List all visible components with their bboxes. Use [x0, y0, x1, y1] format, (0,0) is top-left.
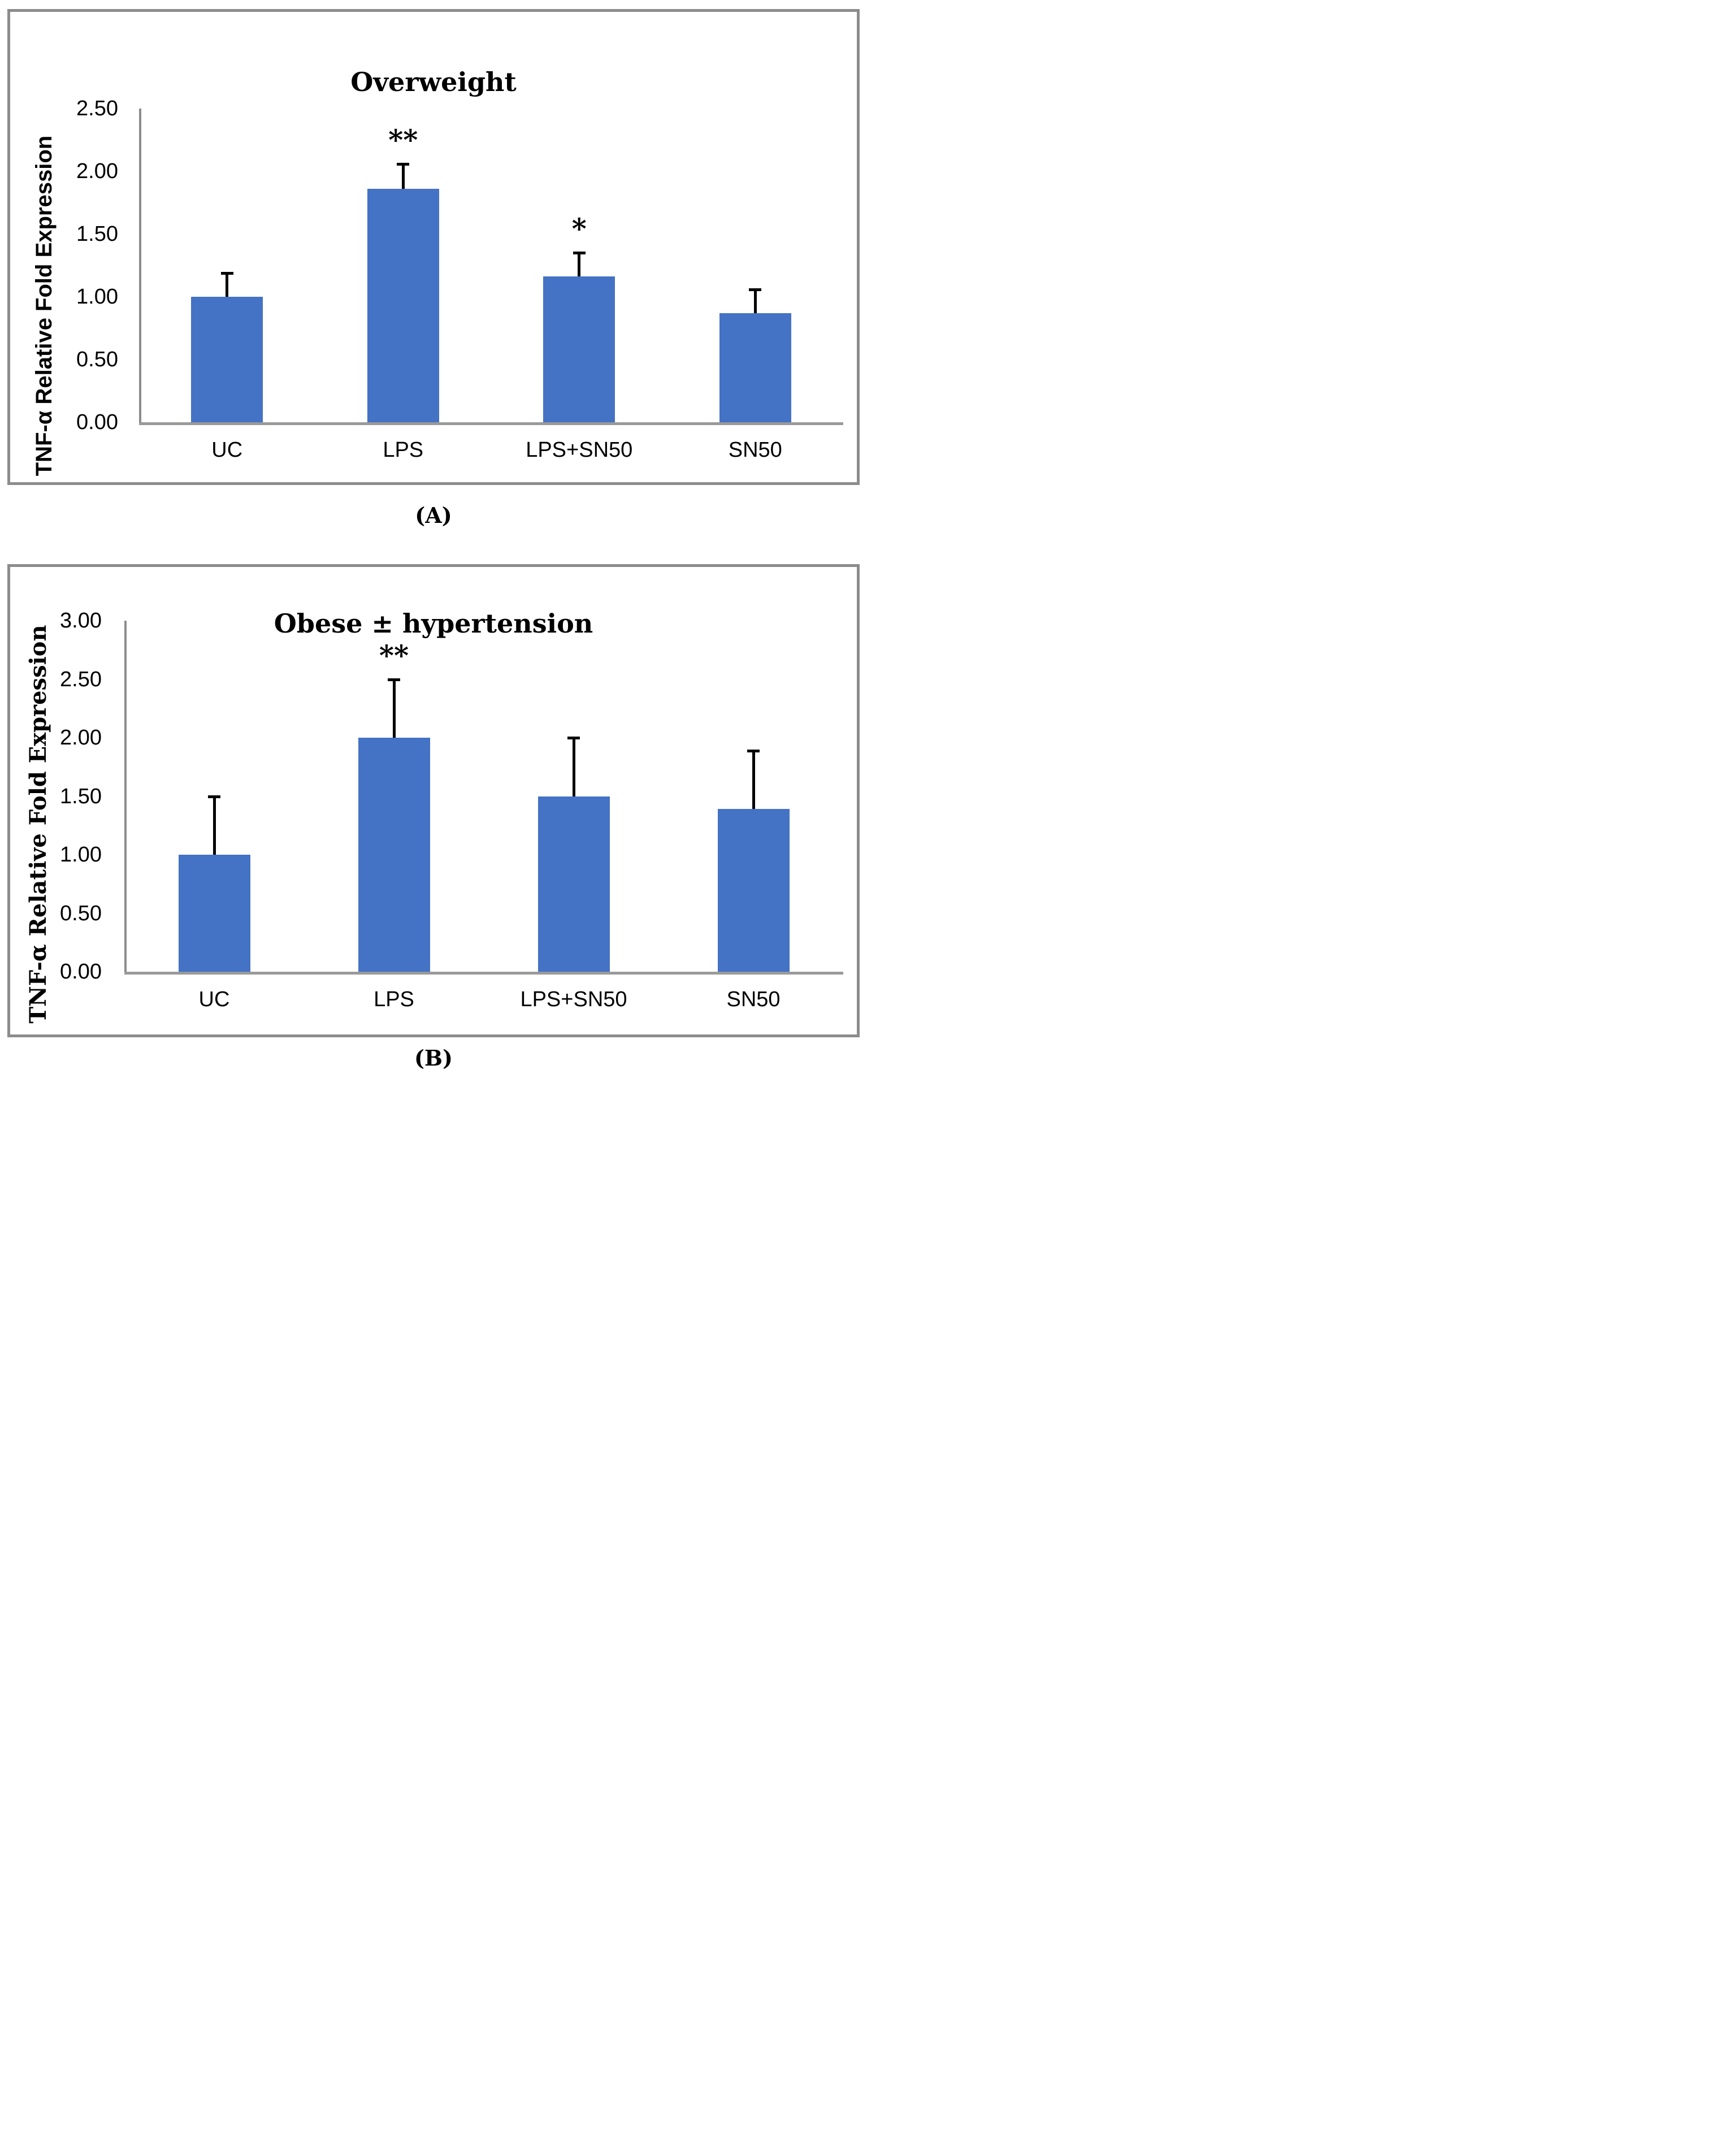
significance-lps: **	[379, 638, 409, 672]
y-axis-line	[139, 109, 141, 424]
bar-uc	[178, 855, 250, 972]
error-bar-sn50	[752, 750, 755, 809]
panel-b-caption: (B)	[414, 1045, 453, 1071]
y-tick-label-2.00: 2.00	[76, 159, 118, 183]
bar-sn50	[717, 809, 790, 972]
significance-lps-sn50: *	[571, 212, 587, 246]
y-tick-label-1.00: 1.00	[60, 843, 102, 867]
error-bar-lps	[401, 163, 405, 189]
figure: Overweight TNF-α Relative Fold Expressio…	[0, 0, 867, 1078]
category-label-uc: UC	[198, 988, 230, 1011]
y-tick-label-2.50: 2.50	[60, 667, 102, 691]
category-label-lps-sn50: LPS+SN50	[526, 438, 633, 462]
bar-lps-sn50	[543, 276, 615, 422]
bar-lps-sn50	[537, 796, 610, 972]
error-bar-lps-sn50	[572, 738, 575, 796]
panel-overweight: Overweight TNF-α Relative Fold Expressio…	[7, 9, 860, 485]
error-bar-cap-sn50	[749, 288, 762, 291]
y-tick-label-0.00: 0.00	[76, 410, 118, 434]
error-bar-sn50	[753, 289, 757, 313]
y-axis-line	[124, 621, 127, 973]
y-tick-label-0.00: 0.00	[60, 960, 102, 984]
category-label-sn50: SN50	[726, 988, 781, 1011]
category-label-lps-sn50: LPS+SN50	[520, 988, 627, 1011]
error-bar-lps	[392, 679, 396, 738]
panel-obese-hypertension: Obese ± hypertension TNF-α Relative Fold…	[7, 564, 860, 1037]
significance-lps: **	[388, 123, 418, 157]
y-tick-label-1.50: 1.50	[76, 222, 118, 246]
error-bar-cap-lps-sn50	[567, 737, 580, 739]
chart-b-title: Obese ± hypertension	[274, 608, 593, 639]
error-bar-lps-sn50	[578, 253, 581, 277]
error-bar-uc	[226, 272, 229, 297]
category-label-uc: UC	[211, 438, 243, 462]
error-bar-uc	[213, 796, 216, 855]
error-bar-cap-lps-sn50	[573, 252, 586, 255]
y-tick-label-0.50: 0.50	[60, 901, 102, 925]
category-label-lps: LPS	[374, 988, 414, 1011]
y-tick-label-3.00: 3.00	[60, 609, 102, 633]
category-label-sn50: SN50	[728, 438, 782, 462]
error-bar-cap-sn50	[747, 749, 760, 752]
category-label-lps: LPS	[383, 438, 424, 462]
y-tick-label-1.00: 1.00	[76, 285, 118, 309]
chart-a-title: Overweight	[350, 67, 517, 98]
y-tick-label-1.50: 1.50	[60, 784, 102, 808]
bar-lps	[367, 189, 439, 422]
x-axis-line	[139, 422, 843, 425]
y-tick-label-2.50: 2.50	[76, 97, 118, 120]
error-bar-cap-uc	[208, 795, 220, 798]
y-tick-label-2.00: 2.00	[60, 726, 102, 750]
error-bar-cap-uc	[220, 271, 233, 275]
error-bar-cap-lps	[388, 678, 400, 681]
bar-uc	[191, 297, 263, 422]
panel-a-caption: (A)	[415, 503, 452, 528]
x-axis-line	[124, 972, 843, 975]
bar-sn50	[719, 313, 791, 422]
bar-lps	[358, 738, 430, 972]
y-tick-label-0.50: 0.50	[76, 348, 118, 371]
error-bar-cap-lps	[397, 162, 410, 166]
